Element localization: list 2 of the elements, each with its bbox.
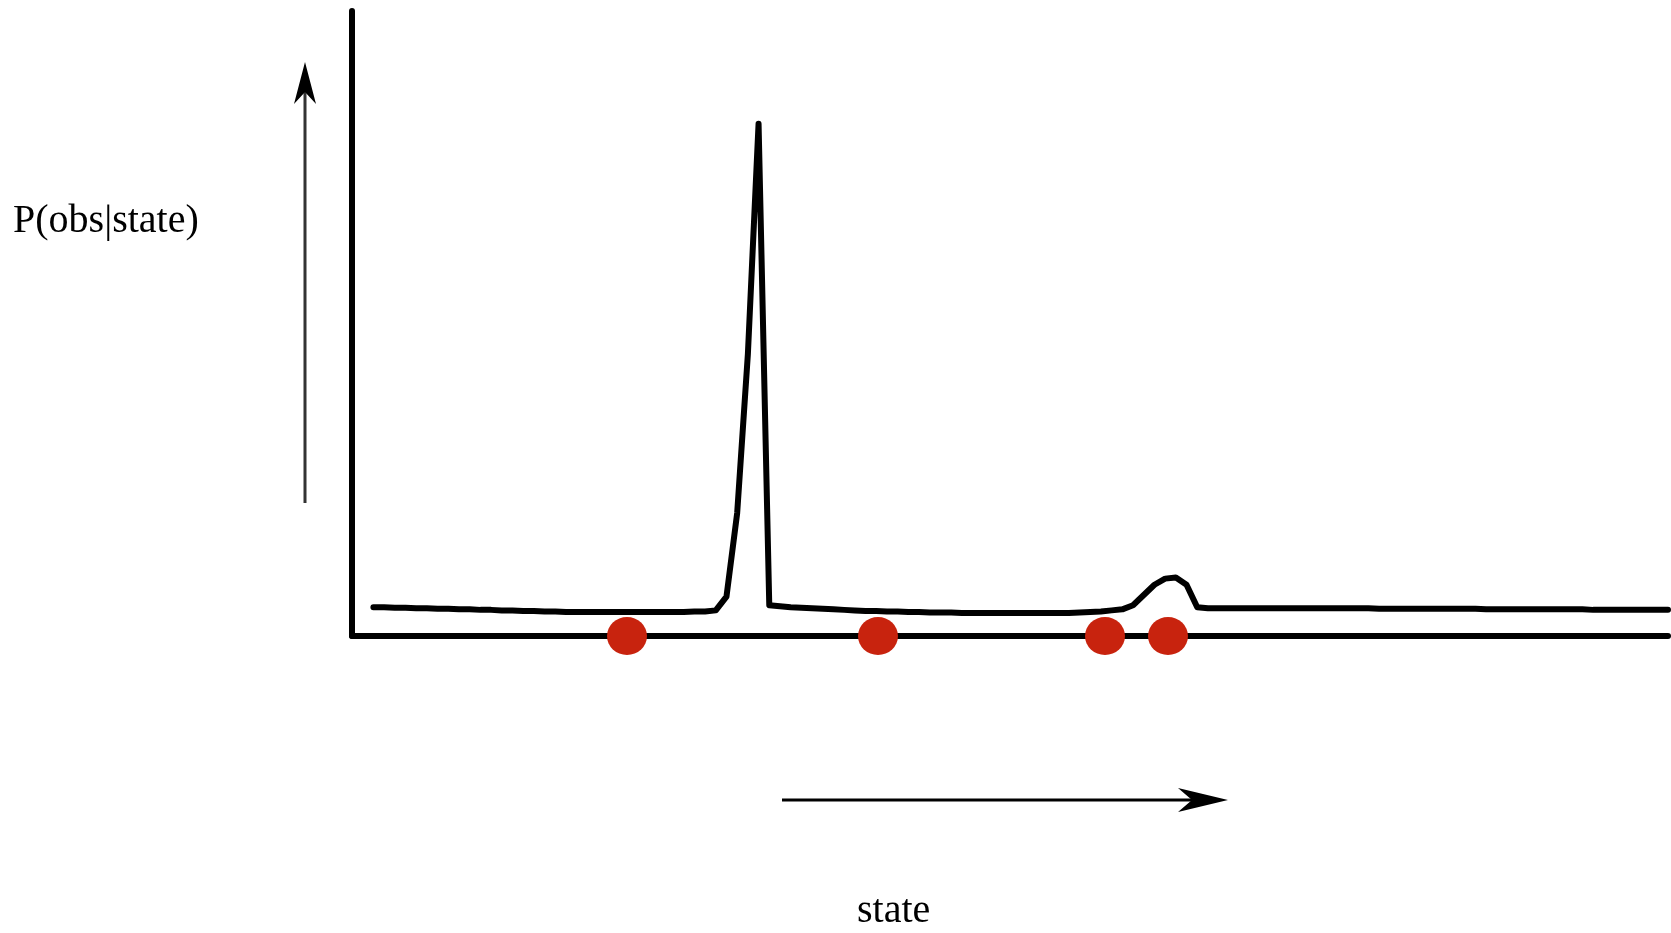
text: state: [857, 885, 931, 931]
y-axis-title: P(obs|state): [13, 195, 199, 241]
